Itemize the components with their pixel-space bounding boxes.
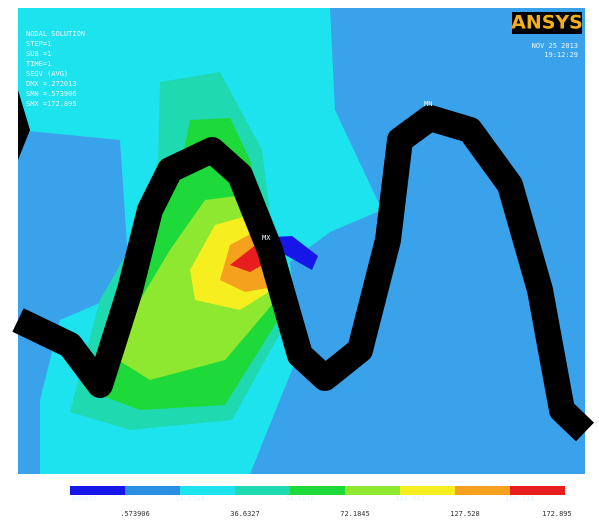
legend-swatch [180,486,235,495]
date: NOV 25 2013 [532,42,578,50]
info-line: SMN =.573906 [26,90,77,98]
legend-label: 172.895 [542,510,572,518]
info-line: SUB =1 [26,50,51,58]
info-line: SEQV (AVG) [26,70,68,78]
screenshot: NODAL SOLUTION STEP=1 SUB =1 TIME=1 SEQV (AV… [0,0,599,527]
legend-swatch [290,486,345,495]
legend-swatch [400,486,455,495]
info-line: SMX =172.895 [26,100,77,108]
legend-label: 36.6327 [230,510,260,518]
info-line: TIME=1 [26,60,51,68]
legend-label: .573906 [120,510,150,518]
time: 19:12:29 [544,51,578,59]
legend-swatch [345,486,400,495]
logo: ANSYS [511,12,583,34]
legend-swatch [455,486,510,495]
legend-label: 18.5508 [175,495,205,503]
legend-label: 127.528 [450,510,480,518]
legend-swatch [70,486,125,495]
legend-label: 54.5078 [285,495,315,503]
min-marker: MN [424,100,432,108]
info-line: STEP=1 [26,40,51,48]
legend-label: 72.1845 [340,510,370,518]
legend-swatch [510,486,565,495]
info-line: DMX =.272013 [26,80,77,88]
max-marker: MX [262,234,271,242]
legend-label: 150.218 [505,495,535,503]
legend-swatch [125,486,180,495]
legend-label: 104.862 [395,495,425,503]
legend-label: -.690077 [63,495,97,503]
legend-swatch [235,486,290,495]
info-line: NODAL SOLUTION [26,30,85,38]
